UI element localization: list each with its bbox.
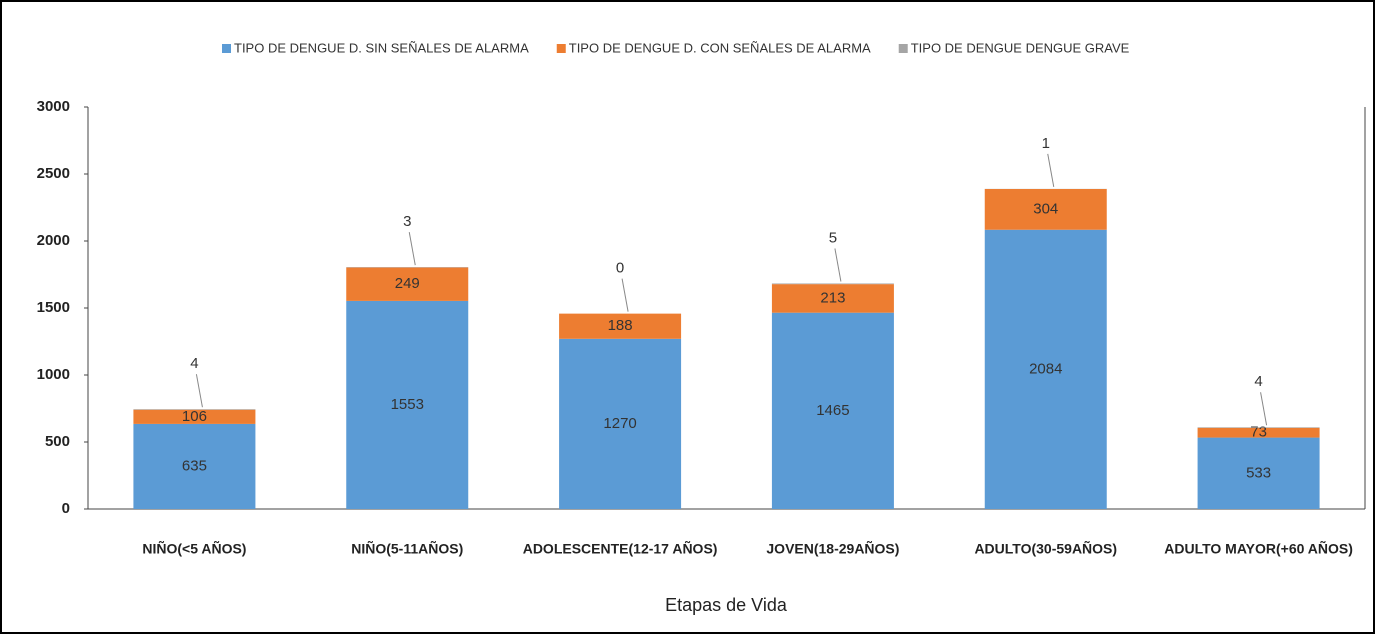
bar-segment — [133, 423, 256, 509]
bar-segment — [771, 284, 894, 313]
legend-swatch — [556, 44, 566, 53]
data-label: 304 — [1033, 200, 1058, 217]
leader-line — [195, 374, 203, 408]
x-tick-label: ADULTO MAYOR(+60 AÑOS) — [1164, 540, 1353, 557]
leader-line — [1047, 153, 1055, 187]
y-tick-label: 2500 — [37, 165, 70, 182]
leader-line — [621, 278, 629, 312]
data-label: 249 — [395, 275, 420, 292]
bar-segment — [1197, 427, 1320, 438]
data-label: 1553 — [391, 396, 424, 413]
y-tick-label: 0 — [62, 500, 70, 517]
data-label: 4 — [190, 355, 198, 372]
data-label: 1270 — [603, 415, 636, 432]
data-label: 106 — [182, 408, 207, 425]
data-label: 1465 — [816, 402, 849, 419]
x-axis-title: Etapas de Vida — [665, 595, 788, 615]
legend-swatch — [222, 44, 231, 53]
legend-label: TIPO DE DENGUE D. CON SEÑALES DE ALARMA — [569, 40, 871, 55]
bar-segment — [1197, 427, 1320, 428]
bar-segment — [346, 267, 469, 301]
data-label: 1 — [1042, 135, 1050, 152]
bar-segment — [1197, 437, 1320, 509]
legend-label: TIPO DE DENGUE DENGUE GRAVE — [911, 40, 1130, 55]
x-tick-label: ADOLESCENTE(12-17 AÑOS) — [523, 540, 718, 557]
bar-segment — [771, 312, 894, 509]
leader-line — [408, 232, 416, 266]
data-label: 188 — [608, 317, 633, 334]
data-label: 213 — [820, 289, 845, 306]
x-tick-label: NIÑO(<5 AÑOS) — [142, 540, 246, 557]
x-tick-label: JOVEN(18-29AÑOS) — [766, 540, 899, 557]
bar-segment — [133, 409, 256, 410]
bar-segment — [133, 409, 256, 424]
data-label: 73 — [1250, 424, 1267, 441]
data-label: 635 — [182, 457, 207, 474]
bar-segment — [559, 313, 682, 339]
data-label: 3 — [403, 213, 411, 230]
bar-segment — [771, 283, 894, 285]
bar-segment — [984, 189, 1107, 230]
bar-segment — [346, 300, 469, 509]
y-tick-label: 2000 — [37, 232, 70, 249]
data-label: 4 — [1254, 373, 1262, 390]
legend-label: TIPO DE DENGUE D. SIN SEÑALES DE ALARMA — [234, 40, 529, 55]
x-tick-label: NIÑO(5-11AÑOS) — [351, 540, 463, 557]
data-label: 533 — [1246, 464, 1271, 481]
y-tick-label: 1000 — [37, 366, 70, 383]
y-tick-label: 3000 — [37, 98, 70, 115]
x-tick-label: ADULTO(30-59AÑOS) — [974, 540, 1117, 557]
data-label: 0 — [616, 260, 624, 277]
leader-line — [1260, 392, 1268, 426]
y-tick-label: 500 — [45, 433, 70, 450]
legend-swatch — [898, 44, 908, 53]
y-tick-label: 1500 — [37, 299, 70, 316]
data-label: 2084 — [1029, 360, 1062, 377]
data-label: 5 — [829, 229, 837, 246]
bar-segment — [559, 338, 682, 509]
bar-segment — [984, 229, 1107, 509]
leader-line — [834, 248, 842, 282]
